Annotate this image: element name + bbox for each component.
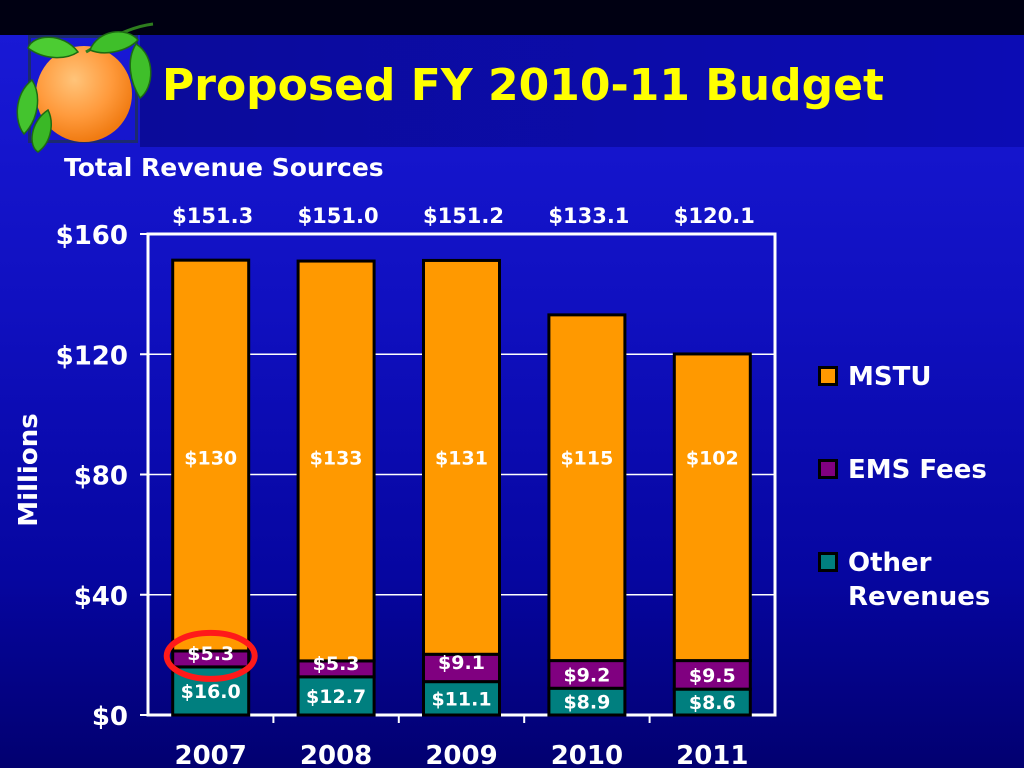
legend-swatch-mstu	[818, 366, 838, 386]
total-label-2008: $151.0	[298, 204, 379, 228]
bar-other-revenues-2010	[547, 686, 627, 717]
y-axis-label: Millions	[14, 413, 44, 526]
legend-swatch-other-revenues	[818, 552, 838, 572]
data-label-ems-fees-2010: $9.2	[563, 664, 610, 686]
chart-subtitle: Total Revenue Sources	[64, 153, 384, 182]
data-label-other-revenues-2009: $11.1	[431, 688, 491, 710]
data-label-ems-fees-2008: $5.3	[313, 653, 360, 675]
total-label-2011: $120.1	[674, 204, 755, 228]
data-label-mstu-2009: $131	[435, 448, 488, 470]
bar-other-revenues-2008	[296, 675, 376, 717]
highlight-ellipse	[163, 629, 258, 682]
bar-ems-fees-2011	[672, 659, 752, 691]
legend-item-ems-fees: EMS Fees	[818, 453, 1018, 487]
total-label-2010: $133.1	[548, 204, 629, 228]
data-label-other-revenues-2011: $8.6	[689, 692, 736, 714]
legend-label-mstu: MSTU	[848, 362, 932, 392]
data-label-ems-fees-2011: $9.5	[689, 665, 736, 687]
bar-mstu-2009	[422, 258, 501, 656]
bar-ems-fees-2009	[422, 652, 501, 684]
y-tick-label: $160	[56, 221, 128, 251]
data-label-mstu-2010: $115	[560, 448, 613, 470]
bar-mstu-2007	[171, 258, 251, 653]
data-label-ems-fees-2007: $5.3	[187, 643, 234, 665]
data-label-other-revenues-2010: $8.9	[563, 692, 610, 714]
top-band	[0, 0, 1024, 35]
x-tick-label-2008: 2008	[300, 741, 372, 768]
data-label-other-revenues-2007: $16.0	[181, 681, 241, 703]
legend-label-other-revenues: Other Revenues	[848, 548, 991, 612]
bar-mstu-2010	[547, 313, 627, 663]
x-tick-label-2010: 2010	[551, 741, 623, 768]
x-tick-label-2011: 2011	[676, 741, 748, 768]
total-label-2009: $151.2	[423, 204, 504, 228]
legend-item-mstu: MSTU	[818, 360, 1018, 394]
y-tick-label: $80	[74, 462, 128, 492]
y-tick-label: $0	[92, 702, 128, 732]
legend-swatch-ems-fees	[818, 459, 838, 479]
y-tick-label: $40	[74, 582, 128, 612]
data-label-ems-fees-2009: $9.1	[438, 652, 485, 674]
bar-mstu-2008	[296, 259, 376, 663]
data-label-other-revenues-2008: $12.7	[306, 686, 366, 708]
x-tick-label-2007: 2007	[175, 741, 247, 768]
legend-label-ems-fees: EMS Fees	[848, 455, 987, 485]
data-label-mstu-2008: $133	[310, 448, 363, 470]
title-band	[140, 35, 1024, 147]
orange-logo-icon	[16, 22, 154, 153]
data-label-mstu-2011: $102	[686, 448, 739, 470]
slide-title: Proposed FY 2010-11 Budget	[162, 60, 884, 111]
bar-mstu-2011	[672, 352, 752, 663]
total-label-2007: $151.3	[172, 204, 253, 228]
x-tick-label-2009: 2009	[425, 741, 497, 768]
y-tick-label: $120	[56, 341, 128, 371]
data-label-mstu-2007: $130	[184, 448, 237, 470]
legend-item-other-revenues: Other Revenues	[818, 546, 1018, 614]
